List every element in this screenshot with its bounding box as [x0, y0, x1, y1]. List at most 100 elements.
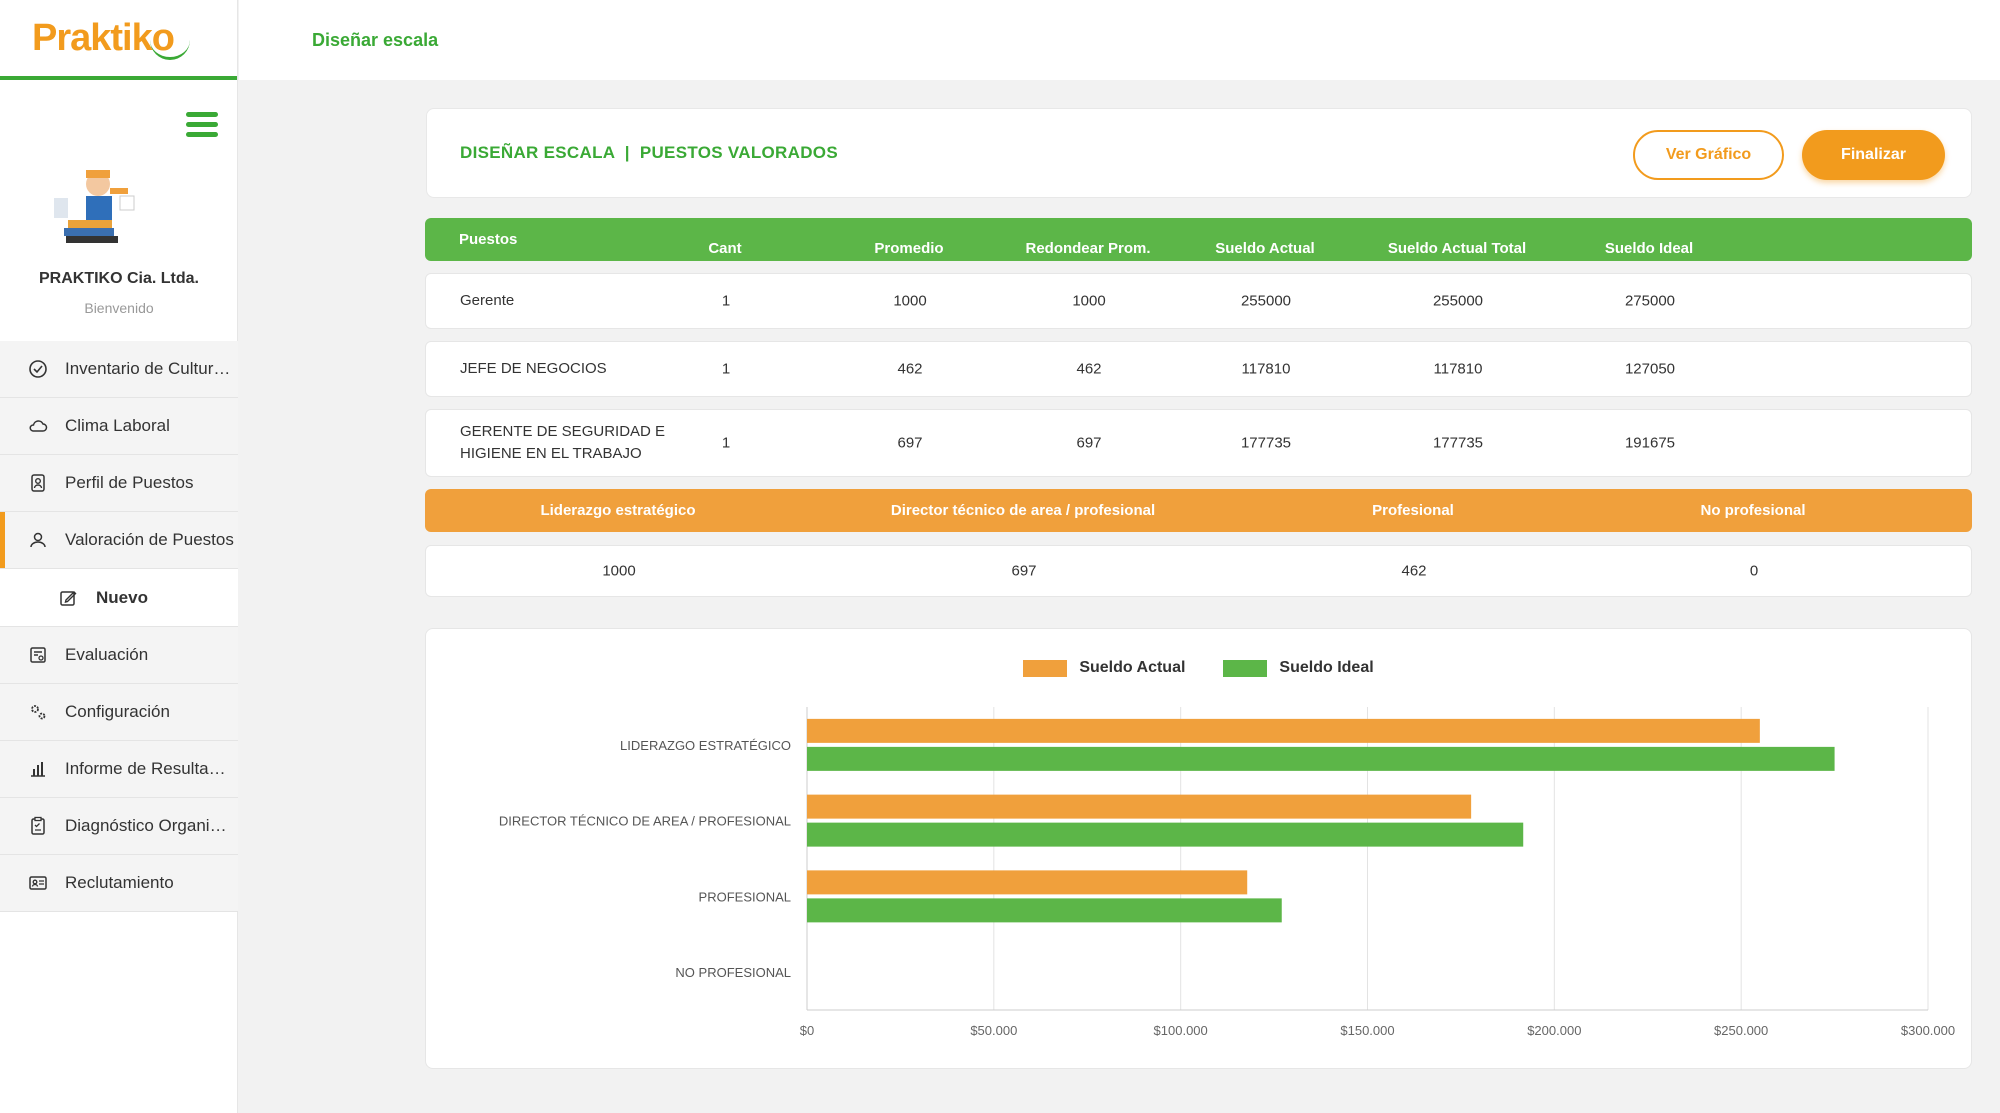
- check-circle-icon: [28, 359, 48, 379]
- sidebar-item-label: Evaluación: [65, 645, 149, 664]
- table-cell: 127050: [1624, 360, 1676, 378]
- clipboard-icon: [28, 816, 48, 836]
- bar-sueldo-actual: [807, 870, 1248, 895]
- column-header: Liderazgo estratégico: [540, 502, 696, 519]
- y-category-label: LIDERAZGO ESTRATÉGICO: [620, 738, 791, 753]
- page-title: Diseñar escala: [312, 29, 439, 50]
- x-tick-label: $50.000: [970, 1023, 1017, 1038]
- id-badge-icon: [28, 473, 48, 493]
- salary-bar-chart: $0 $50.000 $100.000 $150.000 $200.000 $250.00…: [499, 707, 1955, 1038]
- legend-swatch: [1023, 659, 1068, 677]
- chart-card: $0 $50.000 $100.000 $150.000 $200.000 $250.00…: [425, 628, 1972, 1069]
- legend-item[interactable]: Sueldo Actual: [1023, 659, 1185, 677]
- bar-sueldo-actual: [807, 794, 1472, 819]
- column-header: Puestos: [459, 231, 518, 248]
- table-cell: 1000: [893, 292, 927, 310]
- y-category-label: NO PROFESIONAL: [675, 965, 791, 980]
- bar-sueldo-ideal: [807, 822, 1524, 847]
- bar-sueldo-ideal: [807, 898, 1282, 923]
- welcome-text: Bienvenido: [84, 300, 154, 316]
- positions-table-header: Puestos Cant Promedio Redondear Prom. Su…: [425, 218, 1972, 261]
- table-cell: 117810: [1433, 360, 1483, 378]
- top-bar: Diseñar escala: [239, 0, 2000, 80]
- column-header: Promedio: [874, 239, 944, 257]
- table-cell: JEFE DE NEGOCIOS: [460, 360, 607, 377]
- sidebar-item-perfil[interactable]: Perfil de Puestos: [0, 455, 238, 512]
- logo-text: Praktiko: [32, 16, 175, 59]
- column-header: Redondear Prom.: [1025, 239, 1151, 257]
- table-cell: 462: [897, 360, 923, 378]
- table-cell: GERENTE DE SEGURIDAD E HIGIENE EN EL TRA…: [460, 423, 666, 462]
- sidebar-item-label: Inventario de Cultura Organizacional: [65, 359, 235, 378]
- x-tick-label: $0: [800, 1023, 814, 1038]
- sidebar-item-informe[interactable]: Informe de Resultados: [0, 741, 238, 798]
- table-cell: 255000: [1432, 292, 1484, 310]
- sidebar-item-valoracion[interactable]: Valoración de Puestos: [0, 512, 238, 569]
- gears-icon: [28, 702, 48, 722]
- legend-label: Sueldo Ideal: [1279, 659, 1374, 676]
- x-tick-label: $100.000: [1154, 1023, 1208, 1038]
- sidebar-subitem-label: Nuevo: [96, 587, 148, 607]
- sidebar-item-label: Reclutamiento: [65, 873, 174, 892]
- x-tick-label: $150.000: [1340, 1023, 1394, 1038]
- table-cell: 697: [1011, 562, 1037, 580]
- bar-sueldo-actual: [807, 718, 1760, 743]
- sidebar-item-label: Diagnóstico Organizacional: [65, 816, 235, 835]
- logo[interactable]: Praktiko: [0, 0, 237, 80]
- sidebar: Praktiko PRAKTIKO Cia. Ltda. Bienvenido …: [0, 0, 238, 1113]
- sidebar-item-label: Clima Laboral: [65, 416, 170, 435]
- legend-swatch: [1223, 659, 1268, 677]
- sidebar-nav: Inventario de Cultura Organizacional Cli…: [0, 341, 238, 912]
- table-cell: 0: [1749, 562, 1759, 580]
- column-header: Sueldo Actual Total: [1387, 239, 1527, 257]
- evaluation-icon: [28, 645, 48, 665]
- user-icon: [28, 530, 48, 550]
- x-tick-label: $200.000: [1527, 1023, 1581, 1038]
- x-tick-label: $300.000: [1901, 1023, 1955, 1038]
- table-cell: 462: [1401, 562, 1427, 580]
- company-name: PRAKTIKO Cia. Ltda.: [38, 270, 199, 287]
- column-header: No profesional: [1700, 502, 1806, 519]
- hamburger-menu-icon[interactable]: [186, 112, 218, 138]
- ver-grafico-button[interactable]: Ver Gráfico: [1633, 130, 1784, 180]
- table-row[interactable]: JEFE DE NEGOCIOS 1 462 462 117810 117810…: [425, 341, 1972, 397]
- sidebar-item-inventario[interactable]: Inventario de Cultura Organizacional: [0, 341, 238, 398]
- column-header: Director técnico de area / profesional: [890, 502, 1156, 519]
- table-cell: 1000: [602, 562, 636, 580]
- sidebar-subitem-nuevo[interactable]: Nuevo: [0, 569, 238, 627]
- column-header: Profesional: [1372, 502, 1454, 519]
- table-cell: 255000: [1240, 292, 1292, 310]
- logo-swoosh: [150, 40, 190, 60]
- sidebar-item-clima[interactable]: Clima Laboral: [0, 398, 238, 455]
- column-header: Sueldo Actual: [1215, 239, 1315, 257]
- table-cell: 177735: [1432, 434, 1484, 452]
- avatar: [54, 170, 135, 243]
- sidebar-item-label: Valoración de Puestos: [65, 530, 234, 549]
- levels-table-header: Liderazgo estratégico Director técnico d…: [425, 489, 1972, 532]
- levels-row: 1000 697 462 0: [425, 545, 1972, 597]
- table-cell: 275000: [1624, 292, 1676, 310]
- legend-item[interactable]: Sueldo Ideal: [1223, 659, 1374, 677]
- sidebar-item-evaluacion[interactable]: Evaluación: [0, 627, 238, 684]
- section-title: DISEÑAR ESCALA | PUESTOS VALORADOS: [460, 143, 838, 162]
- sidebar-item-label: Informe de Resultados: [65, 759, 235, 778]
- edit-icon: [58, 588, 78, 608]
- table-cell: 1000: [1072, 292, 1106, 310]
- sidebar-item-diagnostico[interactable]: Diagnóstico Organizacional: [0, 798, 238, 855]
- table-cell: 1: [721, 360, 731, 378]
- sidebar-item-label: Configuración: [65, 702, 170, 721]
- table-cell: 697: [897, 434, 923, 452]
- header-card: DISEÑAR ESCALA | PUESTOS VALORADOS Ver G…: [426, 108, 1972, 198]
- table-row[interactable]: Gerente 1 1000 1000 255000 255000 275000: [425, 273, 1972, 329]
- x-tick-label: $250.000: [1714, 1023, 1768, 1038]
- table-cell: 191675: [1624, 434, 1676, 452]
- table-cell: 177735: [1240, 434, 1292, 452]
- sidebar-item-configuracion[interactable]: Configuración: [0, 684, 238, 741]
- bar-chart-icon: [28, 759, 48, 779]
- table-cell: 697: [1076, 434, 1102, 452]
- table-row[interactable]: GERENTE DE SEGURIDAD E HIGIENE EN EL TRA…: [425, 409, 1972, 477]
- table-cell: Gerente: [460, 292, 515, 309]
- finalizar-button[interactable]: Finalizar: [1802, 130, 1945, 180]
- sidebar-item-reclutamiento[interactable]: Reclutamiento: [0, 855, 238, 912]
- table-cell: 117810: [1241, 360, 1291, 378]
